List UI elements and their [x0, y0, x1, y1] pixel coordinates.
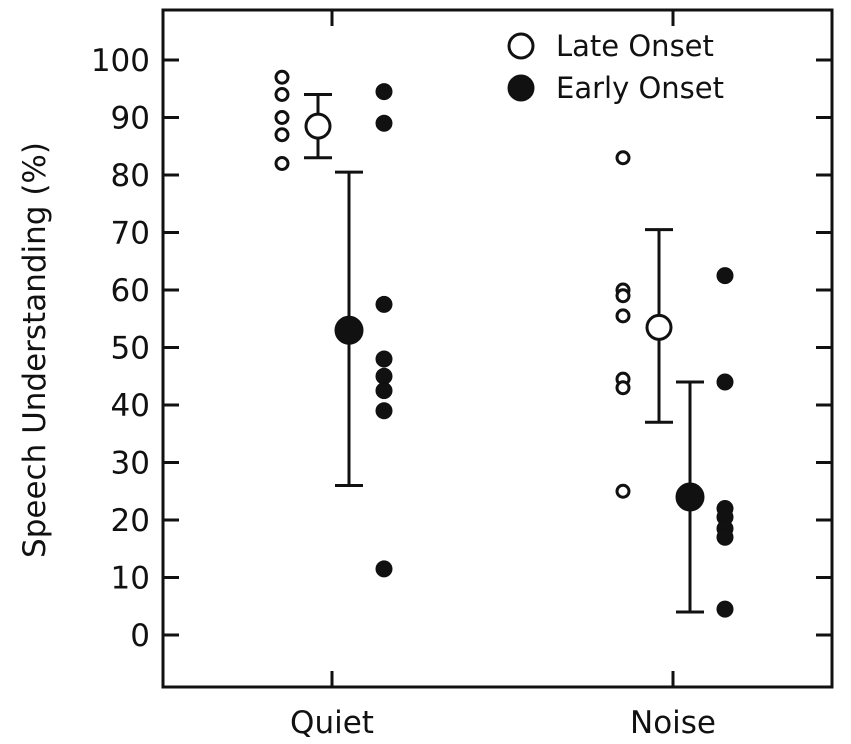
y-tick-label: 0: [130, 618, 150, 654]
individual-point: [615, 308, 631, 324]
individual-point: [716, 373, 734, 391]
y-tick-label: 100: [91, 43, 150, 79]
legend-label: Early Onset: [556, 71, 724, 105]
y-tick-label: 20: [111, 503, 150, 539]
legend: Late Onset Early Onset: [507, 29, 724, 105]
y-tick-label: 40: [111, 388, 150, 424]
y-tick-label: 10: [111, 561, 150, 597]
legend-marker: [507, 74, 535, 102]
y-tick-label: 30: [111, 446, 150, 482]
individual-point: [615, 483, 631, 499]
mean-marker: [334, 315, 364, 345]
individual-point: [716, 528, 734, 546]
y-axis-title: Speech Understanding (%): [17, 142, 53, 558]
mean-marker: [675, 482, 705, 512]
individual-point: [375, 295, 393, 313]
x-axis-ticks: Quiet Noise: [290, 10, 716, 741]
individual-point: [274, 156, 290, 171]
individual-point: [274, 87, 290, 102]
individual-point: [615, 380, 631, 396]
individual-point: [716, 267, 734, 285]
individual-point: [274, 127, 290, 143]
y-tick-label: 80: [111, 158, 150, 194]
individual-point: [375, 83, 393, 101]
y-tick-label: 50: [111, 331, 150, 367]
y-tick-label: 60: [111, 273, 150, 309]
individual-point: [274, 110, 290, 125]
individual-point: [375, 367, 393, 385]
mean-marker: [645, 313, 673, 341]
data-marks: [274, 69, 734, 618]
individual-point: [375, 402, 393, 420]
individual-point: [716, 600, 734, 618]
x-category-label: Quiet: [290, 705, 374, 741]
individual-point: [375, 560, 393, 578]
individual-point: [615, 150, 631, 166]
individual-point: [375, 114, 393, 132]
legend-marker: [507, 32, 535, 60]
y-tick-label: 70: [111, 216, 150, 252]
legend-label: Late Onset: [556, 29, 714, 63]
y-axis-ticks: 0 10 20 30 40 50 60 70 80 90 100: [91, 43, 832, 654]
individual-point: [274, 69, 290, 85]
y-tick-label: 90: [111, 101, 150, 137]
x-category-label: Noise: [630, 705, 716, 741]
plot-frame: [161, 8, 834, 689]
individual-point: [375, 350, 393, 368]
mean-marker: [304, 112, 332, 140]
individual-point: [615, 288, 631, 304]
individual-point: [375, 382, 393, 400]
